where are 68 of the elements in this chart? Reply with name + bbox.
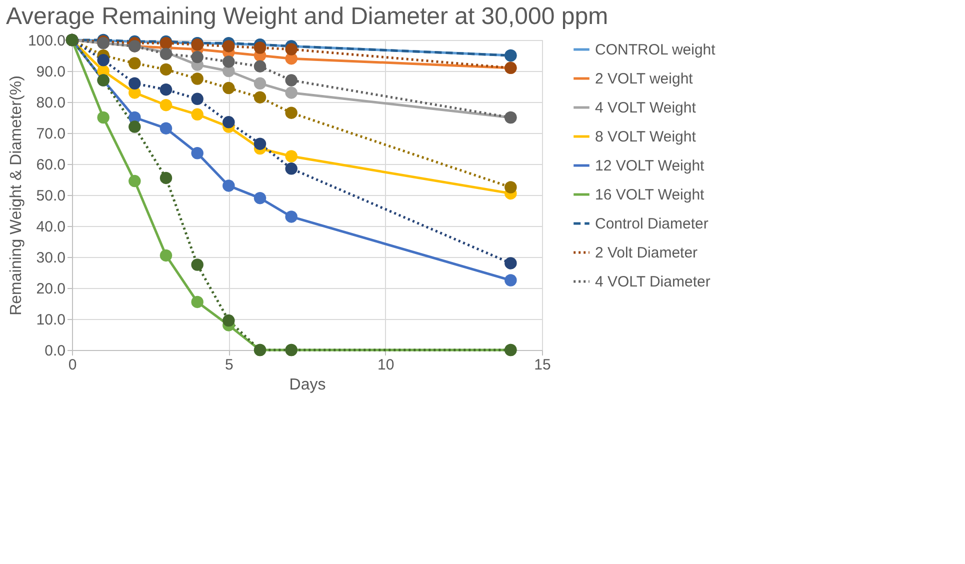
point (285, 74, 298, 86)
y-tick-label: 90.0 (36, 64, 66, 80)
point (222, 82, 235, 94)
y-tick-label: 50.0 (36, 188, 66, 204)
legend-label: 2 Volt Diameter (595, 244, 698, 262)
point (222, 116, 235, 128)
point (222, 180, 235, 192)
point (191, 108, 204, 121)
point (254, 42, 266, 54)
x-tick-label: 0 (68, 356, 77, 374)
point (504, 274, 517, 286)
y-tick-label: 0.0 (44, 342, 66, 360)
point (160, 249, 172, 262)
point (160, 98, 172, 112)
point (222, 56, 235, 68)
legend-label: 4 VOLT Weight (595, 100, 697, 116)
point (285, 86, 298, 99)
point (191, 72, 204, 85)
point (222, 40, 235, 52)
legend-label: Control Diameter (595, 216, 708, 232)
point (285, 106, 298, 119)
point (191, 50, 204, 64)
legend-label: 2 VOLT weight (595, 70, 694, 88)
point (254, 91, 266, 104)
point (191, 92, 204, 106)
x-tick-label: 5 (224, 356, 234, 374)
point (128, 120, 141, 133)
point (191, 296, 204, 308)
point (504, 181, 517, 194)
point (128, 77, 141, 90)
legend-label: 12 VOLT Weight (595, 158, 706, 174)
point (97, 111, 110, 124)
legend-label: 4 VOLT Diameter (595, 274, 710, 290)
x-tick-label: 15 (534, 356, 551, 374)
point (160, 63, 172, 76)
y-tick-label: 30.0 (36, 250, 66, 266)
point (160, 172, 172, 184)
y-tick-label: 20.0 (36, 280, 66, 298)
y-tick-label: 80.0 (36, 94, 66, 112)
point (191, 147, 204, 160)
point (254, 60, 266, 72)
point (504, 257, 517, 270)
point (128, 174, 141, 188)
point (160, 83, 172, 96)
chart-title: Average Remaining Weight and Diameter at 30,000 ppm (6, 3, 608, 30)
y-tick-label: 60.0 (36, 156, 66, 174)
point (128, 57, 141, 70)
y-tick-label: 10.0 (36, 312, 66, 328)
point (222, 314, 235, 327)
point (285, 210, 298, 223)
point (254, 192, 266, 204)
x-axis-title: Days (289, 376, 326, 394)
point (254, 138, 266, 150)
point (160, 122, 172, 134)
legend-label: 16 VOLT Weight (595, 186, 706, 204)
y-tick-label: 70.0 (36, 126, 66, 142)
point (191, 258, 204, 271)
y-tick-label: 100.0 (28, 32, 66, 50)
y-axis-title: Remaining Weight & Diameter(%) (8, 76, 25, 316)
point (285, 150, 298, 162)
point (285, 43, 298, 56)
point (254, 77, 266, 90)
legend-label: CONTROL weight (595, 42, 716, 58)
point (285, 162, 298, 175)
point (97, 54, 110, 66)
x-tick-label: 10 (377, 356, 394, 374)
legend-label: 8 VOLT Weight (595, 128, 697, 146)
y-tick-label: 40.0 (36, 218, 66, 236)
